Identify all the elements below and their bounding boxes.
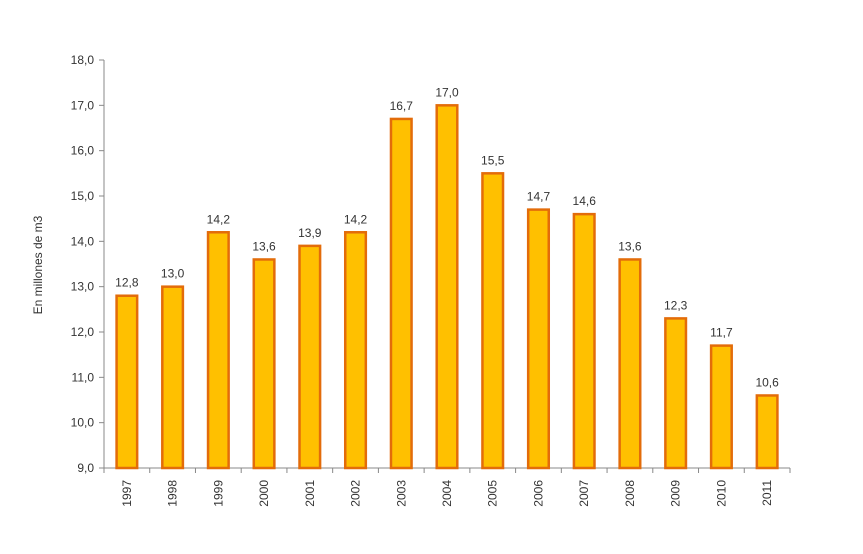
data-label-2002: 14,2 bbox=[344, 212, 368, 226]
bar-2009 bbox=[664, 317, 688, 470]
x-tick-label-2000: 2000 bbox=[257, 480, 271, 507]
y-tick-label: 13,0 bbox=[71, 280, 95, 294]
x-tick-label-1997: 1997 bbox=[120, 480, 134, 507]
y-tick-label: 14,0 bbox=[71, 234, 95, 248]
y-axis-title: En millones de m3 bbox=[31, 215, 45, 314]
y-tick-label: 9,0 bbox=[77, 461, 94, 475]
bar-2011 bbox=[755, 394, 779, 470]
data-label-1997: 12,8 bbox=[115, 276, 139, 290]
bar-2010 bbox=[709, 344, 733, 470]
bar-2000 bbox=[252, 258, 276, 470]
x-tick-label-2001: 2001 bbox=[303, 480, 317, 507]
data-label-2001: 13,9 bbox=[298, 226, 322, 240]
bar-1997 bbox=[115, 294, 139, 470]
x-tick-label-2006: 2006 bbox=[531, 480, 545, 507]
x-tick-label-2007: 2007 bbox=[577, 480, 591, 507]
bars bbox=[115, 104, 779, 470]
y-tick-label: 11,0 bbox=[72, 370, 95, 384]
data-label-2011: 10,6 bbox=[755, 375, 779, 389]
data-label-1999: 14,2 bbox=[207, 212, 231, 226]
bar-2001 bbox=[298, 244, 322, 470]
data-label-2009: 12,3 bbox=[664, 298, 688, 312]
bar-2002 bbox=[343, 231, 368, 470]
x-tick-label-2005: 2005 bbox=[486, 480, 500, 507]
x-tick-label-2004: 2004 bbox=[440, 480, 454, 507]
x-tick-label-2003: 2003 bbox=[394, 480, 408, 507]
y-axis: 9,0 10,0 11,0 12,0 13,0 14,0 15,0 16,0 17,0 18,0 bbox=[71, 53, 105, 475]
x-tick-label-2010: 2010 bbox=[714, 480, 728, 507]
data-labels: 12,8 13,0 14,2 13,6 13,9 14,2 16,7 17,0 15,5 14,7… bbox=[115, 85, 779, 389]
y-tick-label: 10,0 bbox=[71, 416, 95, 430]
bar-1998 bbox=[161, 285, 185, 470]
x-tick-label-1998: 1998 bbox=[166, 480, 180, 507]
x-axis: 1997 1998 1999 2000 2001 2002 2003 2004 2005 2006… bbox=[103, 467, 791, 507]
bar-2007 bbox=[572, 212, 596, 470]
data-label-2004: 17,0 bbox=[435, 85, 459, 99]
bar-2008 bbox=[618, 258, 642, 470]
y-tick-label: 18,0 bbox=[71, 53, 95, 67]
bar-2005 bbox=[481, 172, 505, 470]
bar-2004 bbox=[435, 104, 459, 470]
x-tick-label-1999: 1999 bbox=[211, 480, 225, 507]
y-tick-label: 12,0 bbox=[71, 325, 95, 339]
data-label-2003: 16,7 bbox=[390, 99, 414, 113]
data-label-2006: 14,7 bbox=[527, 190, 551, 204]
data-label-2008: 13,6 bbox=[618, 239, 642, 253]
y-tick-label: 16,0 bbox=[71, 144, 95, 158]
bar-2006 bbox=[526, 208, 551, 470]
x-tick-label-2009: 2009 bbox=[669, 480, 683, 507]
bar-1999 bbox=[206, 231, 230, 470]
data-label-2010: 11,7 bbox=[710, 326, 733, 340]
x-tick-label-2002: 2002 bbox=[349, 480, 363, 507]
bar-2003 bbox=[389, 117, 413, 470]
y-tick-label: 17,0 bbox=[71, 98, 95, 112]
data-label-1998: 13,0 bbox=[161, 267, 185, 281]
data-label-2000: 13,6 bbox=[252, 239, 276, 253]
x-tick-label-2011: 2011 bbox=[760, 480, 774, 506]
data-label-2005: 15,5 bbox=[481, 153, 505, 167]
x-tick-label-2008: 2008 bbox=[623, 480, 637, 507]
data-label-2007: 14,6 bbox=[573, 194, 597, 208]
y-tick-label: 15,0 bbox=[71, 189, 95, 203]
